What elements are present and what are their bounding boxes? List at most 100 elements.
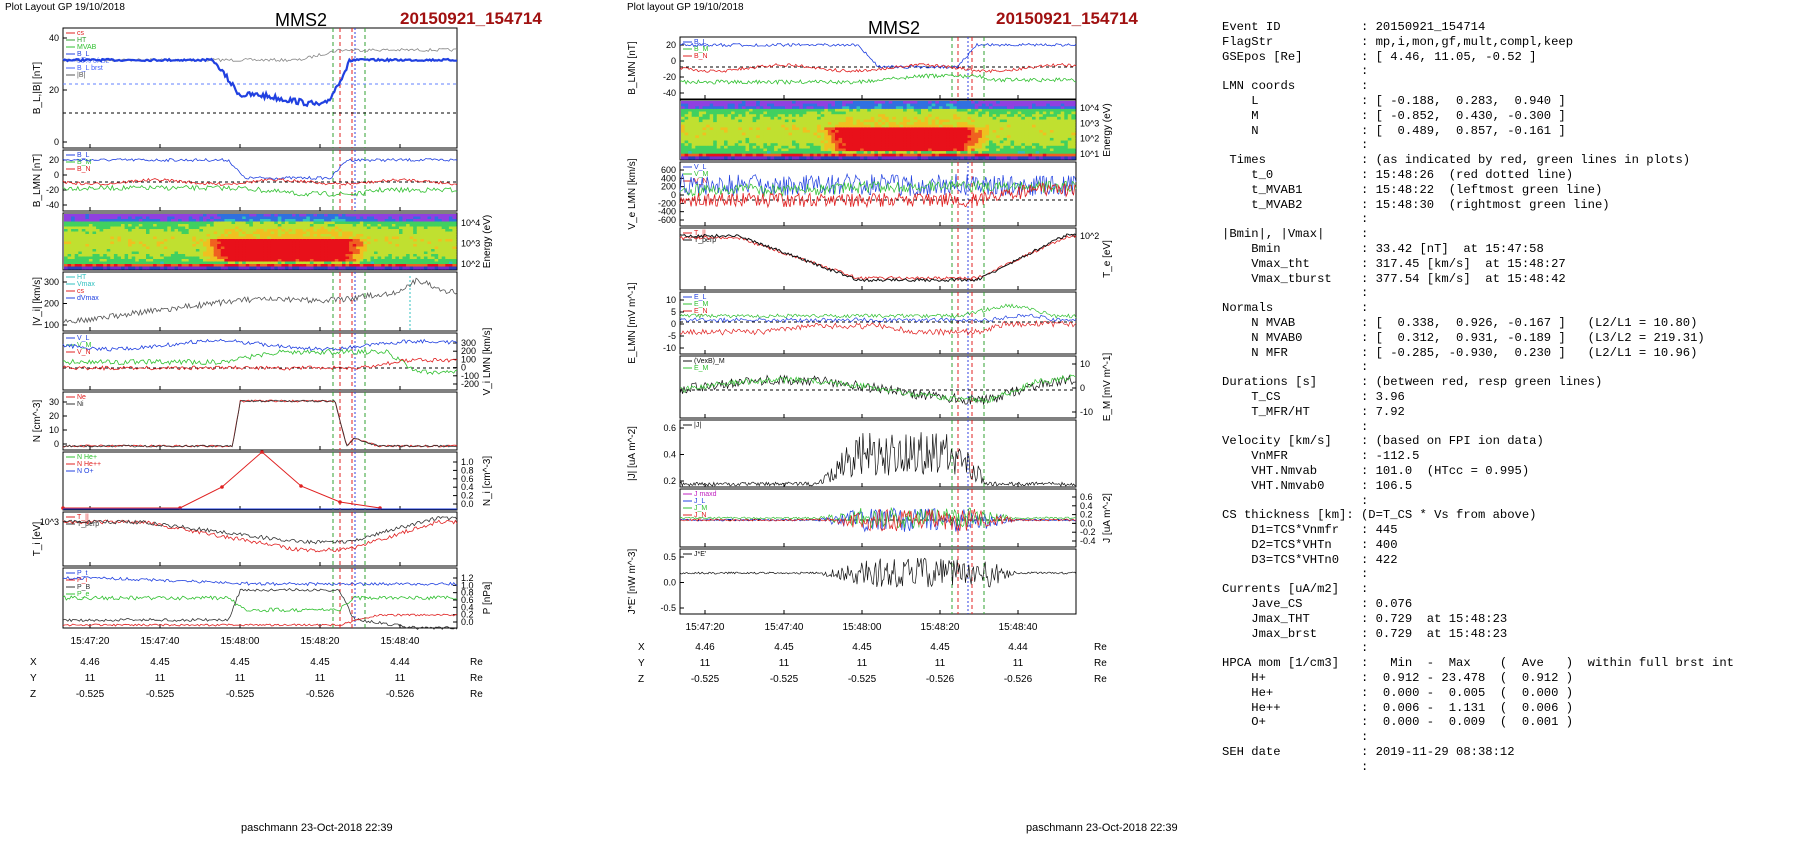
middle-spectro-cell [881, 156, 886, 160]
coord-unit: Re [470, 673, 483, 684]
left-spectro-cell [110, 249, 115, 253]
left-spectro-cell [292, 219, 297, 223]
left-spectro-cell [217, 244, 222, 248]
middle-spectro-cell [734, 143, 739, 147]
left-spectro-cell [391, 264, 397, 268]
left-spectro-cell [306, 251, 311, 255]
left-spectro-cell [252, 246, 258, 250]
middle-spectro-cell [795, 137, 800, 142]
middle-spectro-cell [720, 108, 725, 113]
middle-spectro-cell [992, 122, 997, 126]
left-spectro-cell [85, 256, 90, 260]
left-spectro-cell [220, 261, 225, 265]
left-spectro-cell [395, 226, 400, 230]
left-spectro-cell [185, 246, 190, 250]
middle-spectro-cell [917, 124, 922, 128]
middle-spectro-cell [838, 137, 843, 142]
left-spectro-cell [399, 266, 404, 270]
left-spectro-cell [413, 224, 418, 228]
left-spectro-cell [388, 241, 393, 245]
middle-spectro-cell [913, 156, 918, 160]
left-spectro-cell [345, 221, 350, 225]
left-spectro-cell [227, 256, 233, 260]
middle-spectro-cell [913, 140, 918, 144]
left-spectro-cell [345, 231, 350, 235]
middle-spectro-cell [942, 132, 947, 136]
left-spectro-cell [138, 261, 143, 265]
middle-spectro-cell [702, 101, 707, 105]
middle-spectro-cell [978, 114, 983, 118]
middle-spectro-cell [734, 127, 739, 131]
left-spectro-cell [149, 239, 154, 243]
left-spectro-cell [106, 264, 111, 268]
middle-spectro-cell [752, 119, 757, 123]
left-spectro-cell [391, 219, 397, 223]
left-spectro-cell [317, 224, 322, 228]
middle-spectro-cell [974, 127, 979, 131]
middle-spectro-cell [817, 145, 822, 149]
middle-spectro-cell [967, 148, 972, 152]
left-spectro-cell [441, 251, 446, 255]
left-spectro-cell [431, 236, 436, 240]
left-spectro-cell [331, 251, 336, 255]
middle-spectro-cell [734, 130, 739, 134]
middle-spectro-cell [860, 145, 865, 149]
left-spectro-cell [124, 239, 129, 243]
middle-spectro-cell [727, 135, 732, 139]
middle-spectro-cell [903, 116, 908, 120]
middle-spectro-cell [845, 116, 850, 120]
left-spectro-cell [317, 214, 322, 218]
left-spectro-cell [356, 249, 361, 253]
left-spectro-cell [270, 259, 275, 263]
left-spectro-cell [192, 216, 197, 220]
middle-spectro-cell [827, 130, 833, 134]
left-spectro-cell [242, 229, 247, 233]
middle-spectro-cell [878, 156, 883, 160]
middle-spectro-cell [716, 145, 721, 149]
middle-spectro-cell [892, 127, 897, 131]
middle-spectro-cell [888, 153, 893, 157]
left-spectro-cell [128, 229, 133, 233]
left-spectro-cell [149, 221, 154, 225]
middle-spectro-cell [777, 127, 782, 131]
middle-spectro-cell [870, 116, 875, 120]
middle-spectro-cell [881, 135, 886, 139]
middle-spectro-cell [706, 132, 711, 136]
left-spectro-cell [64, 244, 69, 248]
left-spectro-cell [381, 239, 386, 243]
middle-spectro-cell [763, 148, 768, 152]
middle-spectro-cell [946, 145, 951, 149]
middle-spectro-cell [838, 140, 843, 144]
middle-spectro-cell [1006, 132, 1012, 136]
middle-spectro-cell [684, 140, 689, 144]
middle-spectro-cell [813, 135, 818, 139]
left-spectro-cell [163, 226, 168, 230]
left-spectro-cell [320, 234, 325, 238]
left-spectro-cell [309, 239, 315, 243]
left-spectro-cell [142, 251, 147, 255]
middle-spectro-cell [738, 108, 743, 113]
middle-spectro-cell [788, 148, 793, 152]
coord-value: -0.525 [226, 689, 255, 700]
middle-spectro-cell [867, 151, 872, 155]
left-spectro-cell [416, 229, 421, 233]
middle-spectro-cell [691, 148, 696, 152]
left-spectro-cell [292, 244, 297, 248]
middle-spectro-cell [946, 137, 951, 142]
middle-spectro-cell [1003, 137, 1008, 142]
left-spectro-cell [235, 259, 240, 263]
left-spectro-cell [299, 261, 304, 265]
ytick-label: -200 [461, 379, 479, 389]
coord-value: 4.45 [310, 657, 330, 668]
middle-spectro-cell [752, 137, 757, 142]
left-spectro-cell [256, 249, 261, 253]
middle-spectro-cell [820, 156, 825, 160]
left-spectro-cell [160, 239, 165, 243]
left-spectro-cell [277, 226, 282, 230]
left-spectro-cell [277, 251, 282, 255]
left-spectro-cell [406, 241, 411, 245]
left-spectro-cell [188, 229, 193, 233]
left-spectro-cell [174, 224, 179, 228]
middle-spectro-cell [741, 108, 747, 113]
middle-spectro-cell [924, 143, 929, 147]
